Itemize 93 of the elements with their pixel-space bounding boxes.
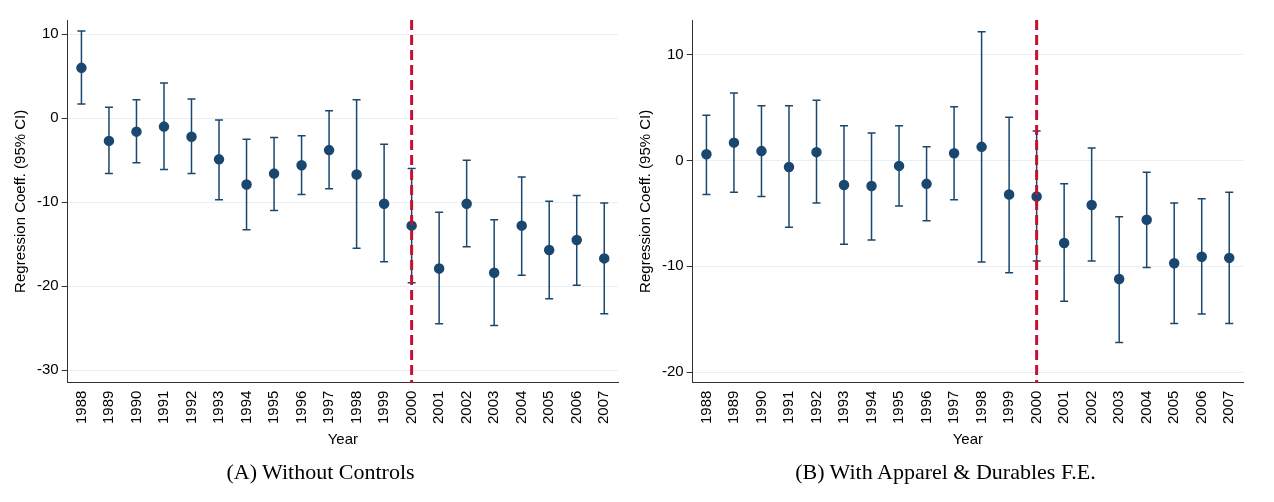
y-tick-label: -10 xyxy=(661,256,684,274)
x-tick-label: 2003 xyxy=(1109,390,1127,425)
point xyxy=(728,137,740,148)
point xyxy=(893,160,905,172)
point xyxy=(1223,252,1235,264)
x-tick-label: 2000 xyxy=(401,390,419,425)
x-tick-label: 1992 xyxy=(181,390,199,425)
point xyxy=(296,159,307,171)
y-tick-label: 0 xyxy=(50,108,59,126)
x-tick-label: 1995 xyxy=(264,390,282,425)
point xyxy=(1168,257,1180,269)
x-tick-label: 1998 xyxy=(971,390,989,425)
point xyxy=(213,154,225,165)
point xyxy=(1113,273,1125,285)
x-tick-label: 2001 xyxy=(1054,390,1072,425)
y-axis-title: Regression Coeff. (95% CI) xyxy=(636,109,654,293)
point xyxy=(701,149,712,160)
x-tick-label: 1993 xyxy=(209,390,227,425)
x-tick-label: 2002 xyxy=(1081,390,1099,425)
x-tick-label: 1988 xyxy=(71,390,89,425)
x-tick-label: 2002 xyxy=(456,390,474,425)
x-tick-label: 1988 xyxy=(696,390,714,425)
x-tick-label: 1992 xyxy=(806,390,824,425)
point xyxy=(488,267,500,278)
x-tick-label: 1990 xyxy=(751,390,769,425)
y-tick-label: -10 xyxy=(36,192,59,210)
point xyxy=(571,234,582,246)
x-tick-label: 2006 xyxy=(566,390,584,425)
point xyxy=(433,263,445,274)
x-axis-title: Year xyxy=(952,430,983,448)
x-tick-label: 1999 xyxy=(999,390,1017,425)
x-tick-label: 2004 xyxy=(511,390,529,425)
point xyxy=(378,198,390,210)
point xyxy=(811,146,822,158)
point xyxy=(131,126,142,137)
point xyxy=(1003,189,1015,200)
x-tick-label: 1997 xyxy=(319,390,337,425)
point xyxy=(866,180,877,192)
point xyxy=(516,220,527,231)
point xyxy=(461,198,472,210)
y-axis-title: Regression Coeff. (95% CI) xyxy=(11,109,29,293)
x-tick-label: 1997 xyxy=(944,390,962,425)
point xyxy=(268,168,280,179)
x-tick-label: 1989 xyxy=(724,390,742,425)
point xyxy=(838,179,850,191)
x-tick-label: 2007 xyxy=(594,390,612,425)
y-tick-label: -20 xyxy=(36,276,59,294)
x-tick-label: 2001 xyxy=(429,390,447,425)
x-tick-label: 1995 xyxy=(889,390,907,425)
x-tick-label: 2000 xyxy=(1026,390,1044,425)
x-tick-label: 1991 xyxy=(779,390,797,425)
x-tick-label: 1991 xyxy=(154,390,172,425)
point xyxy=(1086,199,1097,211)
x-tick-label: 1996 xyxy=(291,390,309,425)
x-tick-label: 2005 xyxy=(539,390,557,425)
text: (B) With Apparel & Durables F.E. xyxy=(794,459,1097,485)
point xyxy=(976,141,987,153)
y-tick-label: 0 xyxy=(675,150,684,168)
point xyxy=(186,131,197,142)
point xyxy=(948,147,960,159)
point xyxy=(241,179,252,190)
point xyxy=(598,253,610,264)
point xyxy=(1196,251,1207,263)
x-tick-label: 2004 xyxy=(1136,390,1154,425)
x-tick-label: 2003 xyxy=(484,390,502,425)
point xyxy=(103,135,115,147)
x-tick-label: 1998 xyxy=(346,390,364,425)
point xyxy=(1058,237,1070,249)
point xyxy=(543,244,555,256)
x-tick-label: 1994 xyxy=(236,390,254,425)
x-tick-label: 2006 xyxy=(1191,390,1209,425)
text: (A) Without Controls xyxy=(225,459,416,485)
x-tick-label: 1994 xyxy=(861,390,879,425)
point xyxy=(783,161,795,173)
point xyxy=(921,178,932,190)
x-axis-title: Year xyxy=(327,430,358,448)
point xyxy=(158,121,170,132)
y-tick-label: 10 xyxy=(41,24,59,42)
point xyxy=(323,144,335,156)
point xyxy=(351,169,362,180)
y-tick-label: -20 xyxy=(661,362,684,380)
x-tick-label: 2007 xyxy=(1219,390,1237,425)
y-tick-label: 10 xyxy=(666,45,684,63)
x-tick-label: 1993 xyxy=(834,390,852,425)
y-tick-label: -30 xyxy=(36,360,59,378)
point xyxy=(756,145,767,157)
x-tick-label: 2005 xyxy=(1164,390,1182,425)
point xyxy=(1141,214,1152,226)
x-tick-label: 1989 xyxy=(99,390,117,425)
x-tick-label: 1999 xyxy=(374,390,392,425)
x-tick-label: 1990 xyxy=(126,390,144,425)
x-tick-label: 1996 xyxy=(916,390,934,425)
point xyxy=(76,62,87,74)
